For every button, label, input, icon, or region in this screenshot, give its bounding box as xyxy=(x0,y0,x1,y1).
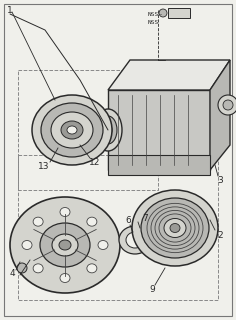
Ellipse shape xyxy=(98,241,108,250)
Ellipse shape xyxy=(132,190,218,266)
Circle shape xyxy=(17,263,27,273)
Ellipse shape xyxy=(99,116,117,144)
Circle shape xyxy=(223,100,233,110)
Ellipse shape xyxy=(164,219,186,237)
Ellipse shape xyxy=(33,217,43,226)
Circle shape xyxy=(159,9,167,17)
Text: NSS: NSS xyxy=(148,20,159,25)
Bar xyxy=(18,70,158,190)
Text: 3: 3 xyxy=(217,175,223,185)
Text: NSS—: NSS— xyxy=(148,12,163,17)
Ellipse shape xyxy=(32,95,112,165)
Text: 4: 4 xyxy=(9,269,15,278)
Text: 9: 9 xyxy=(149,285,155,294)
Ellipse shape xyxy=(141,198,209,258)
Bar xyxy=(18,155,218,300)
Ellipse shape xyxy=(126,232,144,248)
Polygon shape xyxy=(108,90,210,170)
Text: 12: 12 xyxy=(89,157,101,166)
Ellipse shape xyxy=(60,274,70,283)
Bar xyxy=(108,155,210,175)
Ellipse shape xyxy=(67,126,77,134)
Ellipse shape xyxy=(87,264,97,273)
Text: 2: 2 xyxy=(217,230,223,239)
Ellipse shape xyxy=(33,264,43,273)
Ellipse shape xyxy=(87,217,97,226)
Ellipse shape xyxy=(22,241,32,250)
Circle shape xyxy=(218,95,236,115)
Ellipse shape xyxy=(61,121,83,139)
Ellipse shape xyxy=(41,103,103,157)
Text: 13: 13 xyxy=(38,162,50,171)
Bar xyxy=(168,8,190,18)
Text: 7: 7 xyxy=(142,213,148,222)
Ellipse shape xyxy=(51,112,93,148)
Text: 1: 1 xyxy=(7,5,13,14)
Ellipse shape xyxy=(40,223,90,267)
Ellipse shape xyxy=(94,109,122,151)
Ellipse shape xyxy=(10,197,120,293)
Ellipse shape xyxy=(104,124,112,136)
Ellipse shape xyxy=(170,223,180,233)
Ellipse shape xyxy=(52,234,78,256)
Polygon shape xyxy=(210,60,230,170)
Text: 6: 6 xyxy=(125,215,131,225)
Polygon shape xyxy=(108,60,230,90)
Ellipse shape xyxy=(59,240,71,250)
Ellipse shape xyxy=(119,226,151,254)
Ellipse shape xyxy=(60,207,70,217)
